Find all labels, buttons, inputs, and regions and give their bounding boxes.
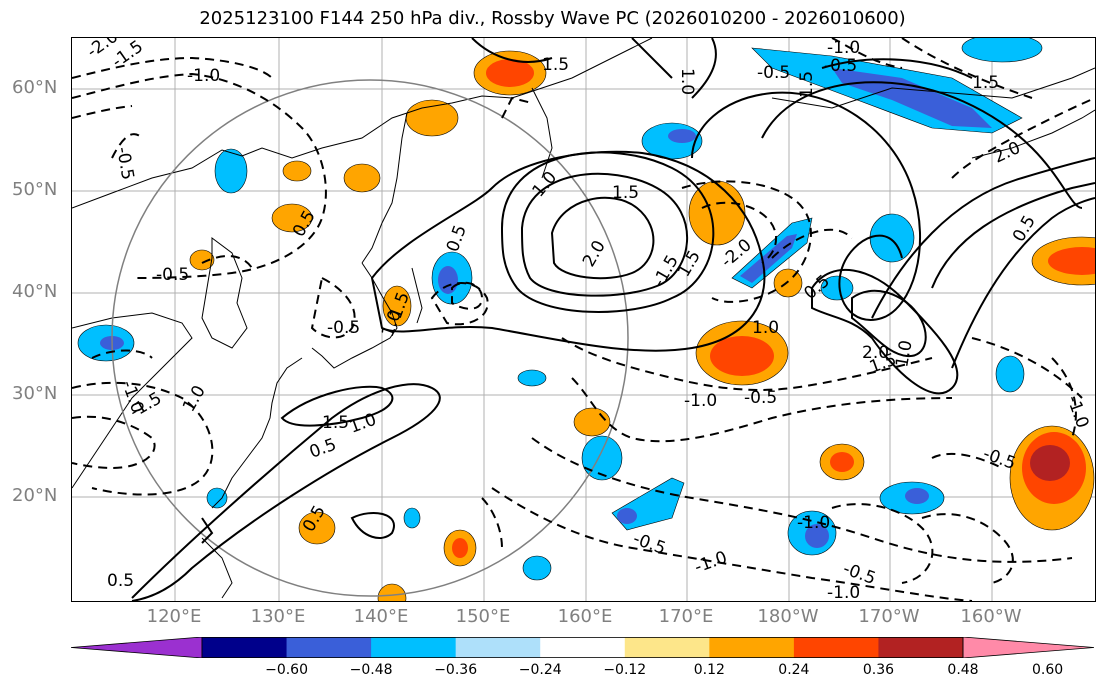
colorbar-tick-label: 0.24 <box>778 662 810 678</box>
lon-label: 140°E <box>353 606 409 627</box>
contour-label: 1.5 <box>972 73 999 93</box>
lon-label: 160°W <box>960 606 1022 627</box>
colorbar-tick-label: −0.36 <box>434 662 478 678</box>
lat-label: 40°N <box>12 281 58 302</box>
colorbar-tick-label: 0.36 <box>862 662 895 678</box>
contour-label: 1.0 <box>892 339 916 369</box>
contour-label: -0.5 <box>630 529 668 559</box>
lon-label: 150°E <box>455 606 511 627</box>
lon-label: 170°E <box>658 606 714 627</box>
contour-label: 1.0 <box>752 318 779 338</box>
positive-contours <box>131 38 1095 601</box>
contour-label: 1.0 <box>179 382 210 415</box>
colorbar-extend-high <box>962 637 1094 658</box>
coastlines <box>72 38 1095 599</box>
colorbar-tick-label: 0.12 <box>693 662 725 678</box>
contour-label: 2.0 <box>991 138 1024 168</box>
contour-label: -1.0 <box>684 391 717 411</box>
map-title: 2025123100 F144 250 hPa div., Rossby Wav… <box>199 8 906 29</box>
map-canvas: 1.5 2.0 1.0 1.5 1.0 1.5 -0.5 -1.0 -0.5 1… <box>72 38 1095 601</box>
colorbar-segment <box>371 637 457 658</box>
contour-label: 0.5 <box>1009 212 1040 245</box>
colorbar-segment <box>709 637 795 658</box>
contour-label: -1.0 <box>827 38 860 58</box>
colorbar-segment <box>878 637 964 658</box>
lat-label: 30°N <box>12 383 58 404</box>
contour-label: -0.5 <box>327 318 360 338</box>
contour-label: 1.5 <box>322 413 349 433</box>
contour-label: -0.5 <box>824 56 857 76</box>
contour-label: 1.0 <box>529 168 562 202</box>
contour-label: 1.5 <box>612 183 639 203</box>
lat-label: 20°N <box>12 485 58 506</box>
colorbar-tick-label: −0.24 <box>518 662 562 678</box>
contour-label: -1.0 <box>1062 393 1092 431</box>
colorbar-tick-label: −0.12 <box>603 662 647 678</box>
lon-label: 120°E <box>146 606 202 627</box>
contour-label: -1.0 <box>187 66 220 86</box>
colorbar-tick-label: 0.48 <box>947 662 979 678</box>
contour-label: 1.5 <box>542 55 569 75</box>
colorbar-tick-label: 0.60 <box>1031 662 1064 678</box>
lon-label: 180°W <box>757 606 819 627</box>
contour-label: -0.5 <box>744 388 777 408</box>
contour-label: 2.0 <box>579 237 610 270</box>
negative-contours <box>72 38 1095 601</box>
contour-label: 1.5 <box>797 71 817 98</box>
colorbar-segment <box>540 637 626 658</box>
colorbar-outline <box>201 637 964 658</box>
colorbar-extend-low <box>71 637 203 658</box>
contour-label: 0.5 <box>443 222 471 254</box>
colorbar-segment <box>286 637 372 658</box>
contour-label: 1.0 <box>677 68 697 95</box>
contour-label: -1.0 <box>692 548 730 578</box>
contour-label: -1.0 <box>797 513 830 533</box>
contour-label: 2.0 <box>862 343 889 363</box>
wave-packet-circle <box>111 79 629 597</box>
contour-label: -1.0 <box>827 583 860 601</box>
lat-label: 60°N <box>12 77 58 98</box>
contour-label: -0.5 <box>757 63 790 83</box>
lon-label: 130°E <box>250 606 306 627</box>
contour-label: 0.5 <box>307 435 339 463</box>
colorbar <box>71 637 1094 658</box>
colorbar-segment <box>793 637 879 658</box>
colorbar-segment <box>202 637 288 658</box>
contour-label: -0.5 <box>980 444 1018 474</box>
contour-label: 0.5 <box>107 571 134 591</box>
map-panel: 1.5 2.0 1.0 1.5 1.0 1.5 -0.5 -1.0 -0.5 1… <box>71 37 1096 602</box>
colorbar-tick-label: −0.48 <box>349 662 393 678</box>
contour-label: -0.5 <box>112 145 137 181</box>
lon-label: 170°W <box>858 606 920 627</box>
lat-label: 50°N <box>12 179 58 200</box>
colorbar-segment <box>455 637 541 658</box>
contour-label: 0.5 <box>800 271 834 304</box>
lon-label: 160°E <box>557 606 613 627</box>
colorbar-segment <box>624 637 710 658</box>
colorbar-tick-label: −0.60 <box>265 662 308 678</box>
contour-label: -0.5 <box>156 265 189 285</box>
